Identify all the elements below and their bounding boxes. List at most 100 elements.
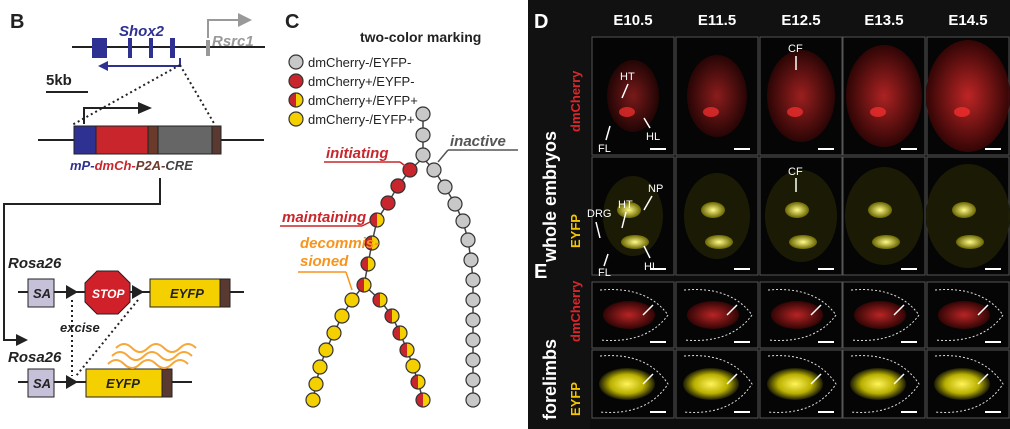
cell-5 <box>415 127 431 143</box>
stage-header-0: E10.5 <box>613 12 652 29</box>
cell-29 <box>334 308 350 324</box>
panel-c-label: C <box>285 11 299 33</box>
cell-state-legend: dmCherry-/EYFP-dmCherry+/EYFP-dmCherry+/… <box>288 54 418 127</box>
rosa26-bottom-label: Rosa26 <box>8 349 62 366</box>
stage-header-1: E11.5 <box>698 12 736 29</box>
image-red-limb-0 <box>591 281 675 349</box>
annot-ht-arrow <box>621 83 629 99</box>
row-label-whole-embryos: whole embryos <box>540 131 560 263</box>
panel-c: C two-color marking dmCherry-/EYFP-dmChe… <box>280 11 518 408</box>
shox2-direction-arrow <box>108 58 181 67</box>
cell-31 <box>318 342 334 358</box>
image-red-embryo-4 <box>926 36 1010 156</box>
inactive-pointer <box>437 149 449 163</box>
image-red-limb-2 <box>759 281 843 349</box>
cell-22 <box>465 292 481 308</box>
cell-37 <box>392 325 408 341</box>
annot-hl-2-arrow <box>643 245 651 259</box>
cell-6 <box>415 147 431 163</box>
cell-28 <box>344 292 360 308</box>
cell-14 <box>356 277 372 293</box>
whole-embryo-dmcherry-label: dmCherry <box>568 70 583 132</box>
shox2-exon-2 <box>128 38 132 58</box>
eyfp-top-polya <box>219 278 231 308</box>
cell-35 <box>372 292 388 308</box>
eyfp-bottom-polya <box>161 368 173 398</box>
panel-e-label: E <box>534 261 547 283</box>
stage-header-bar <box>528 0 1010 36</box>
scale-label: 5kb <box>46 72 72 89</box>
eyfp-bottom-box <box>85 368 163 398</box>
annot-drg: DRG <box>587 208 611 220</box>
cell-34 <box>305 392 321 408</box>
cell-1 <box>288 73 304 89</box>
gene-shox2-label: Shox2 <box>119 23 165 40</box>
annot-fl: FL <box>598 143 611 155</box>
legend-label-1: dmCherry+/EYFP- <box>308 74 415 89</box>
image-yellow-embryo-2 <box>759 156 843 276</box>
cell-10 <box>380 195 396 211</box>
image-yellow-embryo-4 <box>926 156 1010 276</box>
image-yellow-limb-1 <box>675 349 759 419</box>
row-label-column <box>528 0 590 429</box>
construct-dmch <box>95 125 149 155</box>
zoom-line-left <box>71 64 181 126</box>
rsrc1-exon <box>206 40 210 56</box>
cell-4 <box>415 106 431 122</box>
label-maintaining: maintaining <box>282 209 366 226</box>
annot-fl-arrow <box>605 125 611 141</box>
construct-mp <box>73 125 97 155</box>
annot-ht: HT <box>620 71 635 83</box>
annot-fl-2: FL <box>598 267 611 279</box>
image-red-embryo-1 <box>675 36 759 156</box>
sa-top-label: SA <box>33 286 51 301</box>
image-yellow-limb-3 <box>842 349 926 419</box>
annot-ht-2: HT <box>618 199 633 211</box>
rsrc1-arrowhead <box>238 13 252 27</box>
construct-p2a <box>147 125 159 155</box>
panel-d-label: D <box>534 11 548 33</box>
panel-b-label: B <box>10 11 24 33</box>
annot-cf-2: CF <box>788 166 803 178</box>
zoom-line-right <box>179 64 216 126</box>
image-red-limb-4 <box>926 281 1010 349</box>
forelimb-dmcherry-label: dmCherry <box>568 280 583 342</box>
image-yellow-limb-0 <box>591 349 675 419</box>
loxp-2 <box>132 285 144 299</box>
sa-bottom-label: SA <box>33 376 51 391</box>
annot-hl: HL <box>646 131 660 143</box>
cell-25 <box>465 352 481 368</box>
eyfp-bottom-label: EYFP <box>106 376 140 391</box>
image-yellow-limb-2 <box>759 349 843 419</box>
cell-41 <box>415 392 431 408</box>
image-red-embryo-3 <box>842 36 926 156</box>
cell-39 <box>405 358 421 374</box>
forelimb-eyfp-label: EYFP <box>568 382 583 416</box>
promoter-arrowhead <box>138 102 152 114</box>
image-red-limb-1 <box>675 281 759 349</box>
annot-np: NP <box>648 183 663 195</box>
cell-12 <box>364 235 380 251</box>
cell-13 <box>360 256 376 272</box>
shox2-exon-1 <box>92 38 107 58</box>
initiating-pointer <box>399 161 409 169</box>
excise-label: excise <box>60 320 100 335</box>
cell-24 <box>465 332 481 348</box>
cell-26 <box>465 372 481 388</box>
loxp-1 <box>66 285 78 299</box>
cell-33 <box>308 376 324 392</box>
connector-arrowhead <box>16 334 28 346</box>
panel-c-title: two-color marking <box>360 29 481 45</box>
maintaining-pointer <box>361 221 371 227</box>
shox2-exon-3 <box>149 38 153 58</box>
legend-label-3: dmCherry-/EYFP+ <box>308 112 415 127</box>
image-red-embryo-0 <box>591 36 675 156</box>
label-inactive: inactive <box>450 133 506 150</box>
gene-rsrc1-label: Rsrc1 <box>212 33 254 50</box>
stage-header-2: E12.5 <box>781 12 820 29</box>
stage-header-3: E13.5 <box>864 12 903 29</box>
sa-top-box <box>27 278 55 308</box>
image-yellow-embryo-0 <box>591 156 675 276</box>
annot-hl-arrow <box>643 117 651 129</box>
label-decommissioned-1: decommis- <box>300 235 379 252</box>
